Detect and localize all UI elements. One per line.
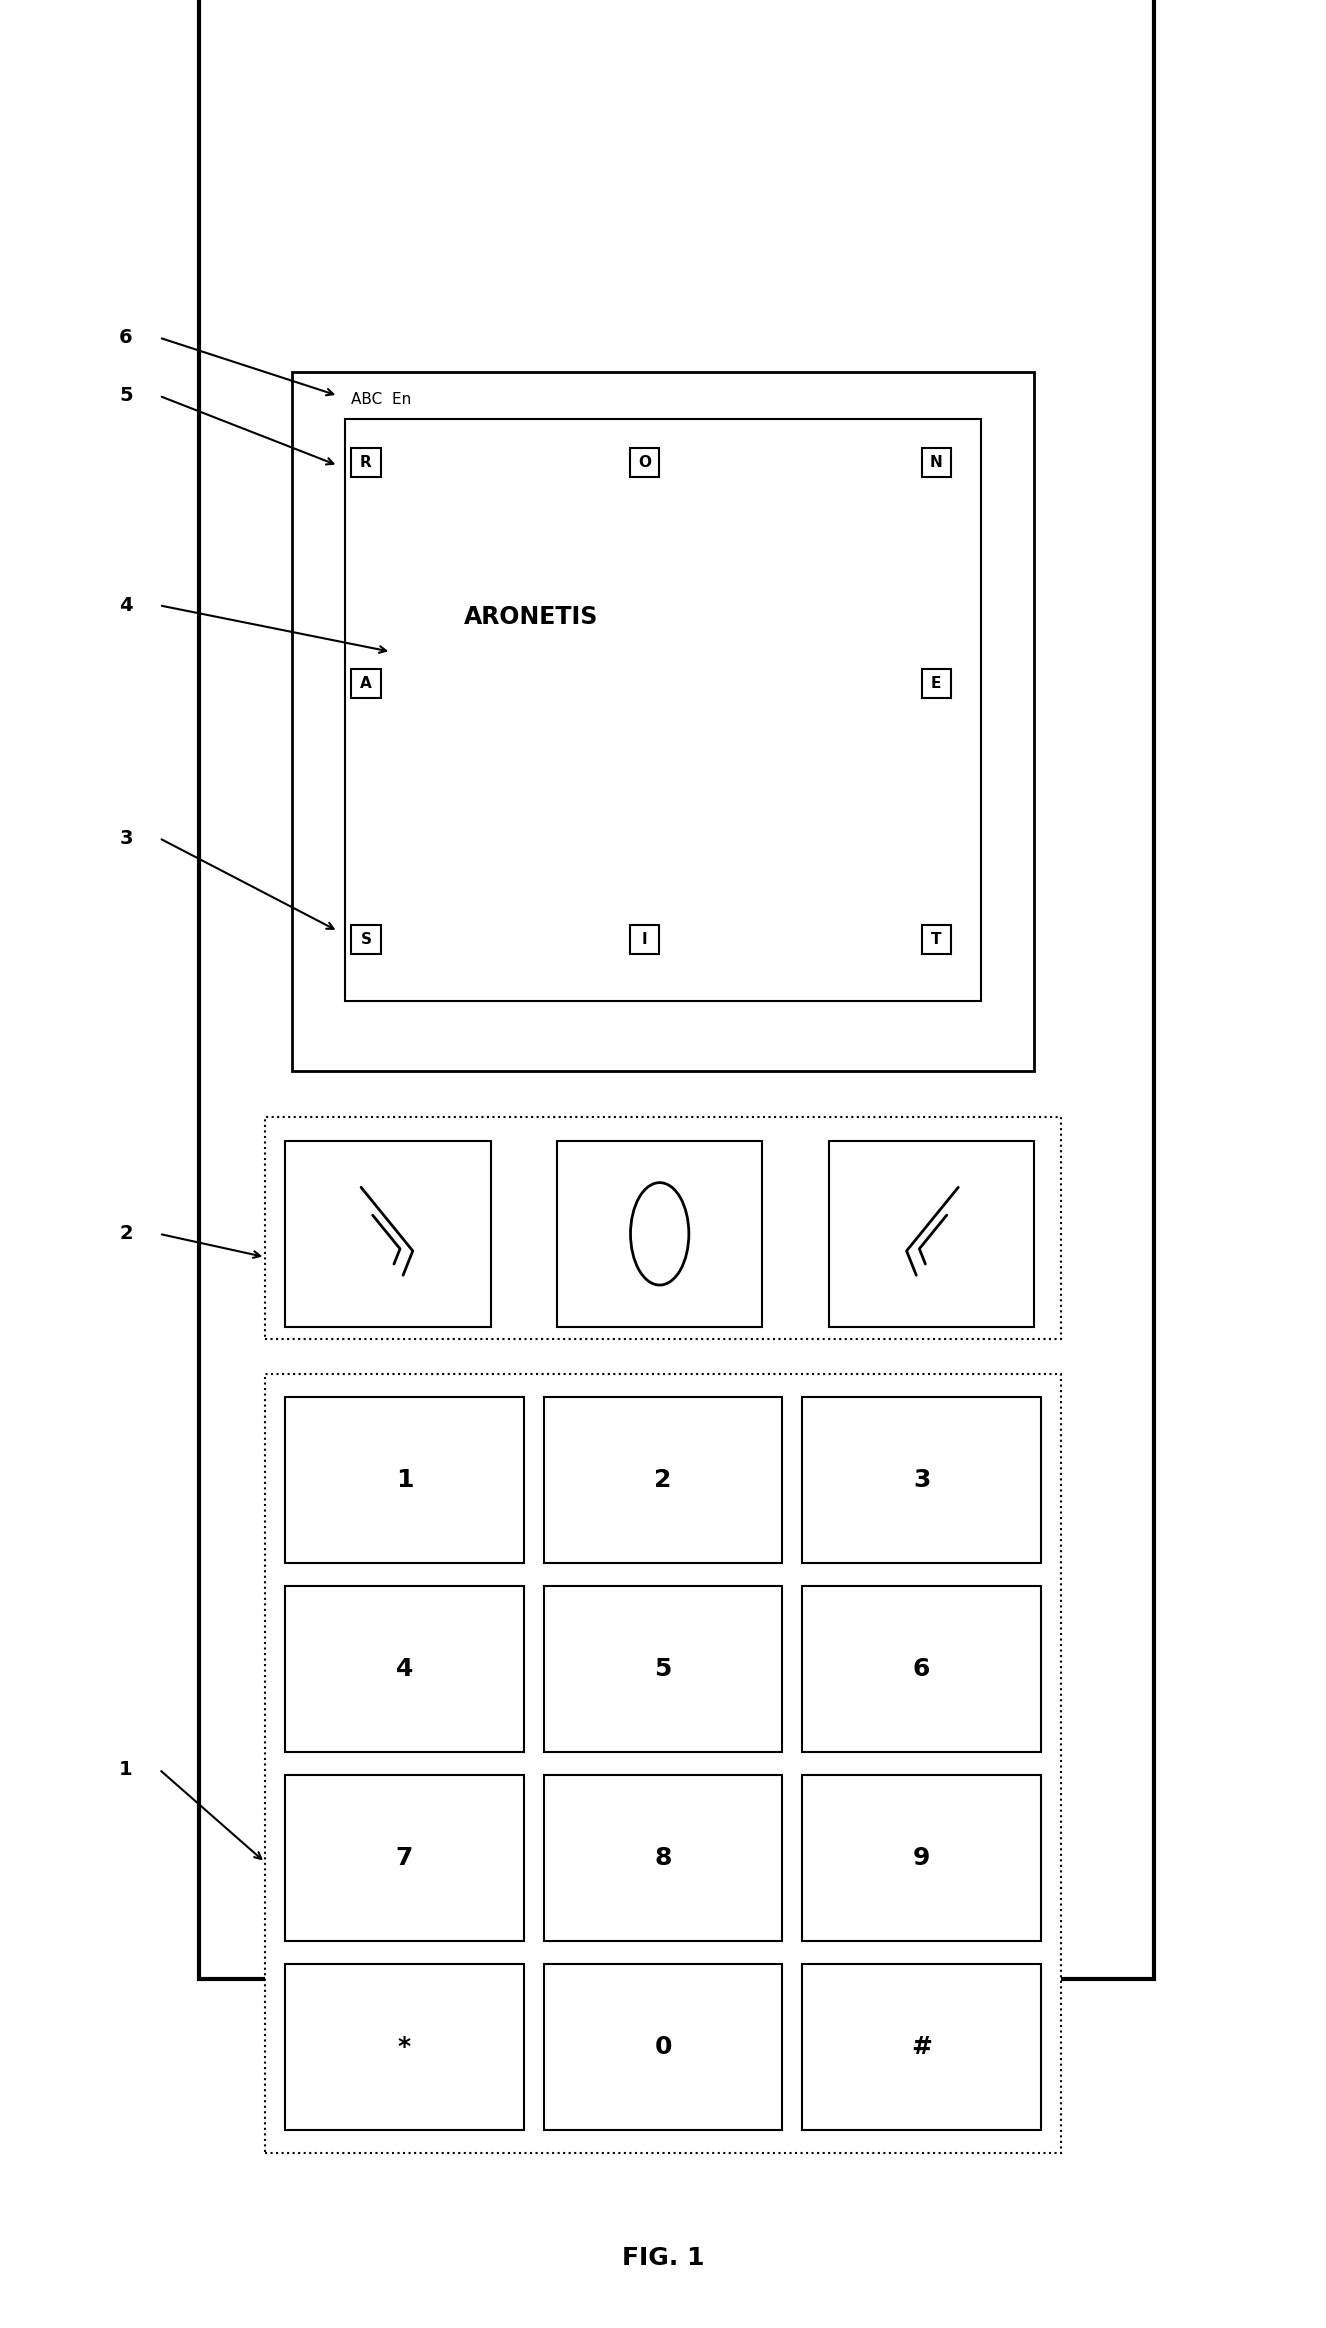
FancyBboxPatch shape	[199, 0, 1154, 1979]
FancyBboxPatch shape	[351, 924, 381, 954]
Text: N: N	[930, 456, 943, 470]
FancyBboxPatch shape	[802, 1397, 1041, 1562]
FancyBboxPatch shape	[351, 447, 381, 477]
Text: ARONETIS: ARONETIS	[464, 605, 598, 629]
FancyBboxPatch shape	[922, 668, 951, 698]
FancyBboxPatch shape	[922, 924, 951, 954]
Text: 9: 9	[912, 1846, 931, 1869]
Text: 7: 7	[395, 1846, 414, 1869]
Text: T: T	[931, 934, 941, 947]
Text: R: R	[361, 456, 371, 470]
Text: 3: 3	[119, 829, 133, 847]
Text: I: I	[642, 934, 647, 947]
FancyBboxPatch shape	[544, 1965, 782, 2130]
Text: 0: 0	[654, 2035, 672, 2060]
Text: 6: 6	[912, 1658, 931, 1681]
FancyBboxPatch shape	[345, 419, 981, 1001]
FancyBboxPatch shape	[829, 1141, 1034, 1327]
Text: 2: 2	[119, 1225, 133, 1243]
FancyBboxPatch shape	[285, 1141, 491, 1327]
FancyBboxPatch shape	[630, 447, 659, 477]
Text: E: E	[931, 677, 941, 691]
FancyBboxPatch shape	[265, 1117, 1061, 1339]
Text: #: #	[911, 2035, 932, 2060]
Text: 3: 3	[912, 1467, 931, 1492]
Text: 8: 8	[654, 1846, 672, 1869]
Text: 1: 1	[395, 1467, 414, 1492]
FancyBboxPatch shape	[285, 1774, 524, 1942]
Text: 4: 4	[395, 1658, 414, 1681]
Text: 4: 4	[119, 596, 133, 615]
Text: 1: 1	[119, 1760, 133, 1779]
Text: FIG. 1: FIG. 1	[622, 2247, 704, 2270]
Text: A: A	[361, 677, 371, 691]
FancyBboxPatch shape	[285, 1585, 524, 1753]
FancyBboxPatch shape	[351, 668, 381, 698]
FancyBboxPatch shape	[802, 1965, 1041, 2130]
FancyBboxPatch shape	[292, 372, 1034, 1071]
FancyBboxPatch shape	[922, 447, 951, 477]
Text: 5: 5	[119, 386, 133, 405]
FancyBboxPatch shape	[630, 924, 659, 954]
Text: O: O	[638, 456, 651, 470]
FancyBboxPatch shape	[285, 1397, 524, 1562]
FancyBboxPatch shape	[802, 1774, 1041, 1942]
Text: 2: 2	[654, 1467, 672, 1492]
FancyBboxPatch shape	[265, 1374, 1061, 2153]
Text: 5: 5	[654, 1658, 672, 1681]
FancyBboxPatch shape	[802, 1585, 1041, 1753]
FancyBboxPatch shape	[544, 1774, 782, 1942]
Text: ABC  En: ABC En	[351, 393, 411, 407]
Text: S: S	[361, 934, 371, 947]
FancyBboxPatch shape	[285, 1965, 524, 2130]
FancyBboxPatch shape	[544, 1397, 782, 1562]
FancyBboxPatch shape	[557, 1141, 762, 1327]
FancyBboxPatch shape	[544, 1585, 782, 1753]
Text: *: *	[398, 2035, 411, 2060]
Text: 6: 6	[119, 328, 133, 347]
